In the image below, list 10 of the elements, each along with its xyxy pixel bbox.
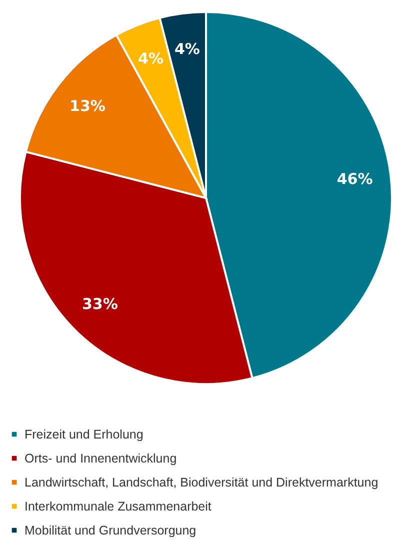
- legend-label: Freizeit und Erholung: [24, 427, 144, 442]
- data-label: 13%: [70, 97, 106, 116]
- legend-label: Mobilität und Grundversorgung: [24, 523, 196, 538]
- legend-label: Landwirtschaft, Landschaft, Biodiversität und Direktvermarktung: [24, 475, 378, 490]
- legend-label: Interkommunale Zusammenarbeit: [24, 499, 212, 514]
- data-label: 4%: [138, 50, 164, 68]
- data-label: 4%: [174, 40, 200, 58]
- data-label: 33%: [82, 295, 118, 314]
- data-label: 46%: [336, 170, 373, 188]
- legend-label: Orts- und Innenentwicklung: [24, 451, 177, 466]
